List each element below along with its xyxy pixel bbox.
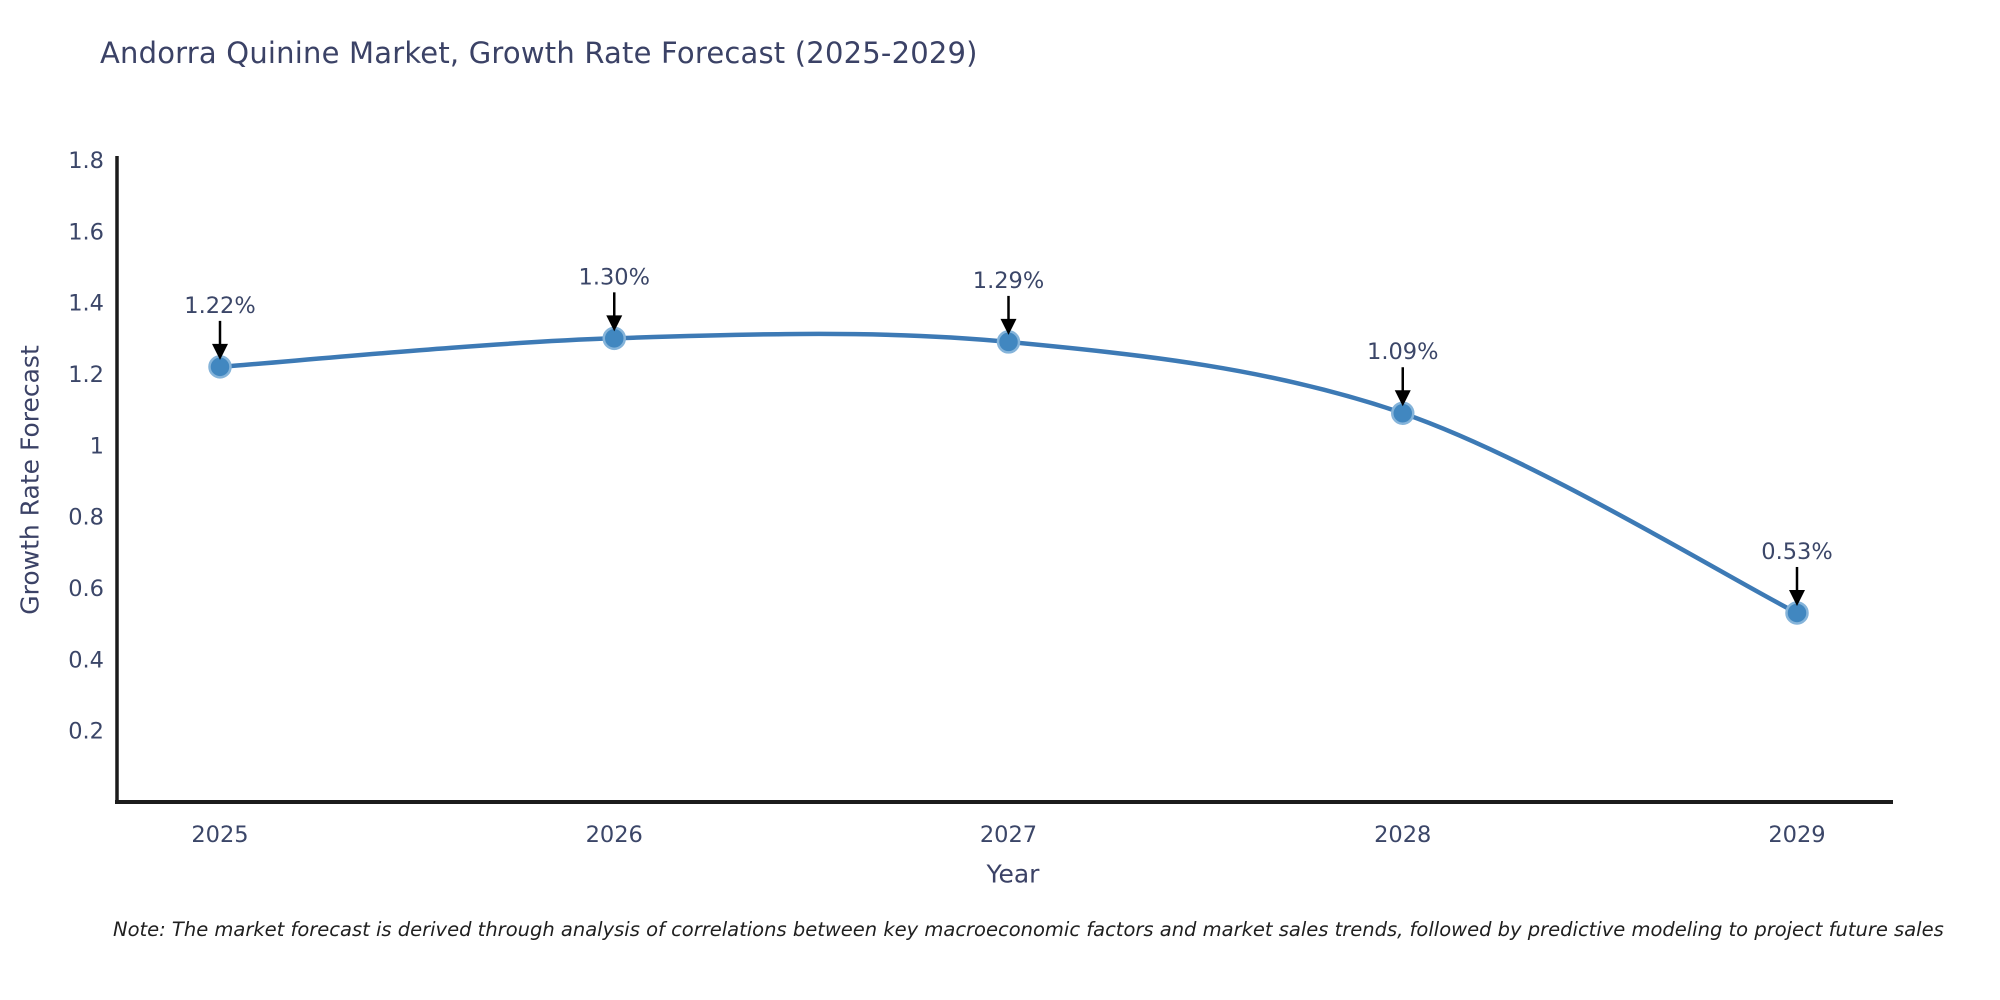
y-tick-label: 1.2 — [68, 362, 104, 388]
y-tick-label: 0.4 — [68, 647, 104, 673]
point-value-label: 1.09% — [1367, 339, 1438, 365]
y-tick-label: 1.4 — [68, 291, 104, 317]
y-axis-title: Growth Rate Forecast — [15, 345, 45, 615]
annotation-arrowhead-icon — [212, 343, 228, 360]
x-tick-label: 2028 — [1374, 822, 1431, 848]
point-value-label: 1.30% — [579, 264, 650, 290]
x-tick-label: 2029 — [1768, 822, 1825, 848]
point-value-label: 0.53% — [1761, 539, 1832, 565]
y-tick-label: 0.8 — [68, 505, 104, 531]
x-tick-label: 2025 — [191, 822, 248, 848]
point-value-label: 1.29% — [973, 268, 1044, 294]
y-tick-label: 0.6 — [68, 576, 104, 602]
y-tick-label: 0.2 — [68, 719, 104, 745]
y-tick-label: 1.6 — [68, 219, 104, 245]
forecast-line — [217, 331, 1800, 616]
x-tick-label: 2026 — [586, 822, 643, 848]
chart-title: Andorra Quinine Market, Growth Rate Fore… — [100, 36, 978, 70]
x-tick-label: 2027 — [980, 822, 1037, 848]
annotation-arrowhead-icon — [1000, 318, 1017, 335]
footnote: Note: The market forecast is derived thr… — [113, 918, 1944, 941]
annotation-arrowhead-icon — [1394, 390, 1411, 407]
x-axis-title: Year — [986, 859, 1040, 889]
annotation-arrowhead-icon — [606, 315, 623, 332]
annotation-arrowhead-icon — [1789, 589, 1805, 606]
y-tick-label: 1.8 — [68, 148, 104, 174]
point-value-label: 1.22% — [184, 293, 255, 319]
y-tick-label: 1 — [90, 433, 104, 459]
